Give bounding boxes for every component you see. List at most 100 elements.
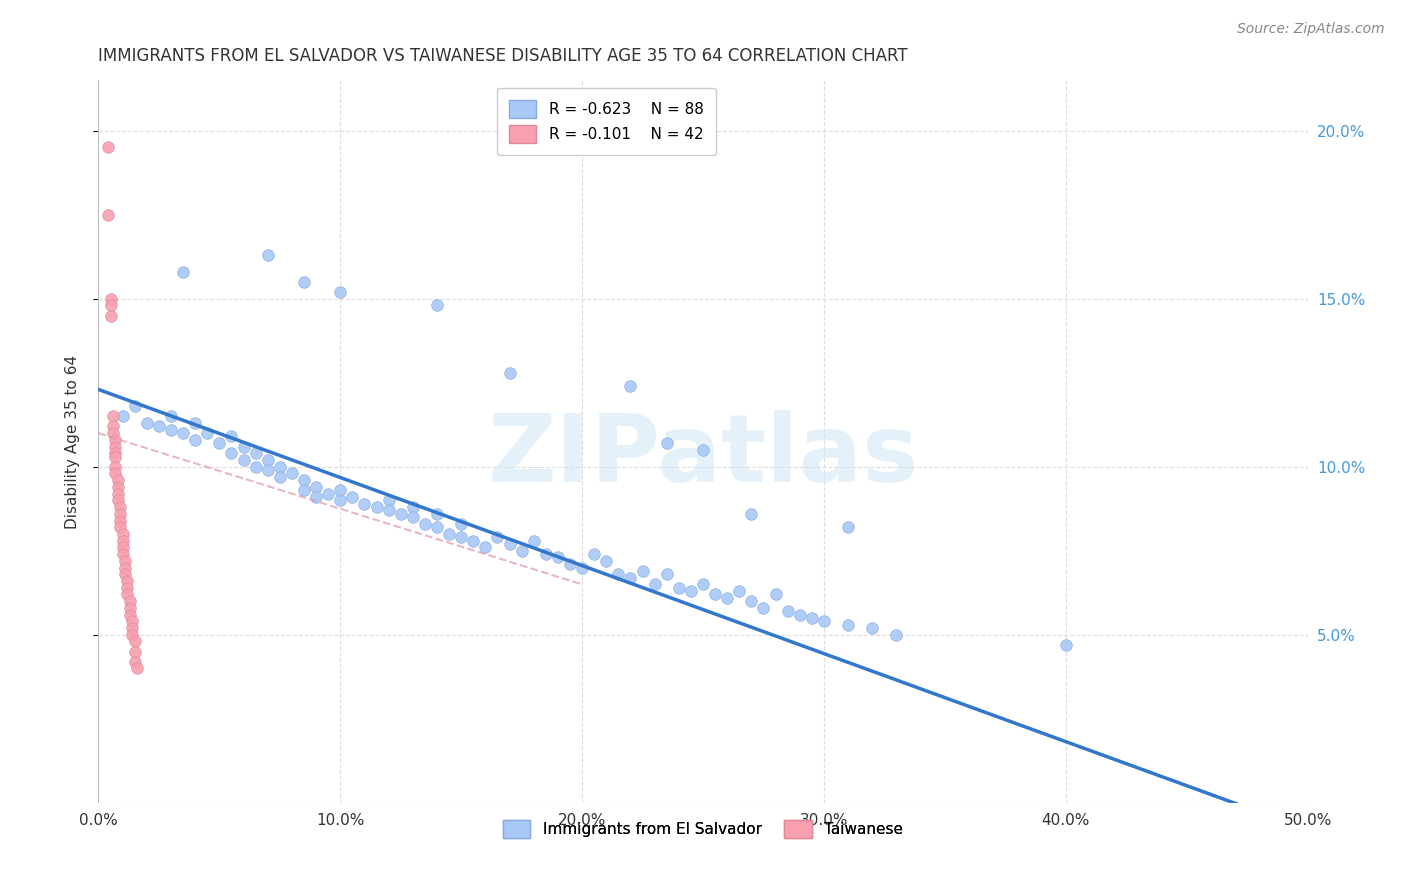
Point [269, 459, 291, 474]
Point [547, 550, 569, 565]
Text: Source: ZipAtlas.com: Source: ZipAtlas.com [1237, 22, 1385, 37]
Point [108, 507, 131, 521]
Point [121, 615, 143, 629]
Point [107, 493, 129, 508]
Point [389, 507, 412, 521]
Point [752, 600, 775, 615]
Point [148, 419, 170, 434]
Point [108, 520, 131, 534]
Point [135, 416, 157, 430]
Point [269, 470, 291, 484]
Point [114, 554, 136, 568]
Point [124, 644, 146, 658]
Point [619, 571, 641, 585]
Point [184, 433, 207, 447]
Point [172, 426, 194, 441]
Point [111, 547, 134, 561]
Point [111, 533, 134, 548]
Point [704, 587, 727, 601]
Point [571, 560, 593, 574]
Point [118, 594, 141, 608]
Point [97, 140, 120, 154]
Point [111, 527, 134, 541]
Point [486, 530, 509, 544]
Point [534, 547, 557, 561]
Point [692, 577, 714, 591]
Point [800, 611, 823, 625]
Point [631, 564, 654, 578]
Point [837, 617, 859, 632]
Point [305, 480, 328, 494]
Point [523, 533, 546, 548]
Point [160, 423, 183, 437]
Point [679, 584, 702, 599]
Point [232, 453, 254, 467]
Point [97, 208, 120, 222]
Point [104, 459, 127, 474]
Point [886, 628, 908, 642]
Point [474, 541, 496, 555]
Point [776, 604, 799, 618]
Point [377, 493, 399, 508]
Point [111, 409, 134, 424]
Point [402, 510, 425, 524]
Point [221, 446, 243, 460]
Point [316, 486, 339, 500]
Point [172, 265, 194, 279]
Point [789, 607, 811, 622]
Point [111, 541, 134, 555]
Point [108, 514, 131, 528]
Point [837, 520, 859, 534]
Point [114, 560, 136, 574]
Point [292, 275, 315, 289]
Point [619, 379, 641, 393]
Point [195, 426, 218, 441]
Point [450, 516, 472, 531]
Point [426, 298, 449, 312]
Y-axis label: Disability Age 35 to 64: Disability Age 35 to 64 [65, 354, 80, 529]
Point [245, 446, 267, 460]
Point [607, 567, 630, 582]
Point [498, 537, 520, 551]
Point [668, 581, 690, 595]
Point [692, 442, 714, 457]
Point [256, 248, 278, 262]
Point [740, 507, 762, 521]
Point [305, 490, 328, 504]
Point [124, 399, 146, 413]
Point [124, 655, 146, 669]
Point [104, 433, 127, 447]
Point [104, 467, 127, 481]
Point [281, 467, 304, 481]
Point [437, 527, 460, 541]
Text: ZIPatlas: ZIPatlas [488, 410, 918, 502]
Point [124, 634, 146, 648]
Point [329, 483, 352, 498]
Point [413, 516, 436, 531]
Point [426, 507, 449, 521]
Point [292, 473, 315, 487]
Point [101, 409, 124, 424]
Point [813, 615, 835, 629]
Point [100, 292, 122, 306]
Point [329, 493, 352, 508]
Point [558, 558, 581, 572]
Point [100, 298, 122, 312]
Point [342, 490, 364, 504]
Point [101, 419, 124, 434]
Point [208, 436, 231, 450]
Point [595, 554, 617, 568]
Point [108, 500, 131, 514]
Point [329, 285, 352, 299]
Point [117, 581, 139, 595]
Legend: Immigrants from El Salvador, Taiwanese: Immigrants from El Salvador, Taiwanese [495, 813, 911, 846]
Point [245, 459, 267, 474]
Point [655, 436, 678, 450]
Point [426, 520, 449, 534]
Point [366, 500, 388, 514]
Point [101, 426, 124, 441]
Point [292, 483, 315, 498]
Point [107, 486, 129, 500]
Point [104, 450, 127, 464]
Point [127, 661, 149, 675]
